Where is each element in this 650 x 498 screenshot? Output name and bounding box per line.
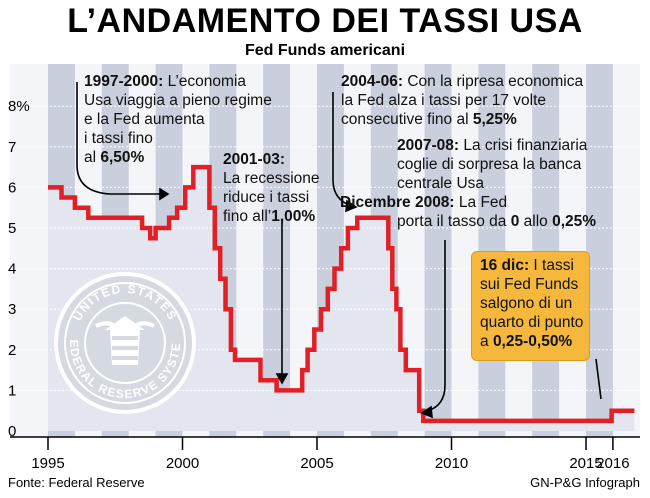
annotation-1997-2000: 1997-2000: L’economia Usa viaggia a pien… (84, 73, 272, 166)
area-fill (48, 167, 635, 431)
y-tick-label: 7 (8, 139, 16, 156)
credit-label: GN-P&G Infograph (530, 475, 640, 490)
y-tick-label: 3 (8, 301, 16, 318)
chart-title: L’ANDAMENTO DEI TASSI USA (67, 2, 583, 40)
fed-funds-line (48, 164, 635, 424)
year-band (478, 64, 506, 437)
x-tick-label: 2016 (596, 455, 629, 472)
callout-pointer (595, 358, 602, 400)
annotation-2007-08: 2007-08: La crisi finanziaria coglie di … (397, 137, 588, 192)
y-tick-label: 6 (8, 179, 16, 196)
arrowhead-2008 (420, 405, 433, 419)
y-tick-label: 4 (8, 261, 16, 278)
y-tick-label: 8% (8, 98, 30, 115)
year-band (424, 64, 452, 437)
y-tick-label: 5 (8, 220, 16, 237)
y-tick-label: 0 (8, 423, 16, 440)
y-tick-label: 1 (8, 382, 16, 399)
chart-subtitle: Fed Funds americani (244, 42, 406, 59)
year-band (586, 64, 613, 437)
annotation-16-dic: 16 dic: I tassi sui Fed Funds salgono di… (480, 257, 584, 350)
source-label: Fonte: Federal Reserve (8, 475, 145, 490)
arrowhead-2001 (275, 373, 289, 385)
y-tick-label: 2 (8, 342, 16, 359)
annotation-arrows (76, 82, 602, 419)
annotation-dicembre-2008: Dicembre 2008: La Fed porta il tasso da … (340, 194, 597, 230)
annotation-2001-03: 2001-03: La recessione riduce i tassi fi… (223, 151, 320, 225)
x-tick-label: 2010 (435, 455, 468, 472)
x-tick-label: 2015 (569, 455, 602, 472)
x-tick-label: 2000 (166, 455, 199, 472)
arrow-1997 (76, 82, 168, 195)
annotation-2004-06: 2004-06: Con la ripresa economica la Fed… (341, 73, 584, 128)
arrowhead-1997 (159, 187, 170, 201)
arrowhead-2004 (345, 199, 358, 213)
x-tick-label: 2005 (300, 455, 333, 472)
y-ticks: 0 1 2 3 4 5 6 7 8% (8, 98, 30, 440)
year-band (532, 64, 560, 437)
callout-box (471, 251, 590, 361)
x-tick-label: 1995 (31, 455, 64, 472)
